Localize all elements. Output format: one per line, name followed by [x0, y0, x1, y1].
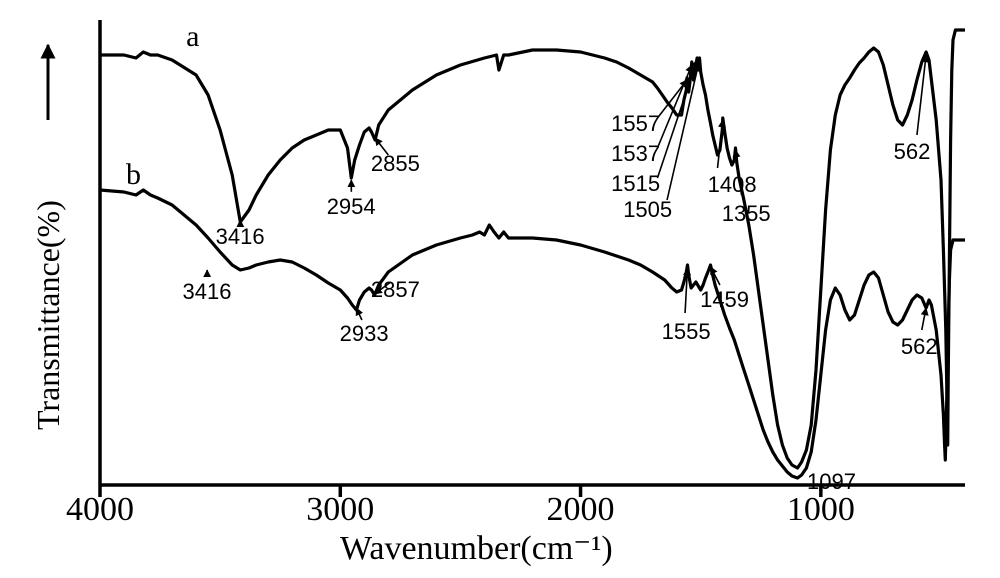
- ftir-chart: Transmittance(%) Wavenumber(cm⁻¹) a b 40…: [0, 0, 1000, 578]
- peak-label: 1505: [623, 197, 672, 223]
- peak-label: 1355: [722, 201, 771, 227]
- peak-label: 1537: [611, 141, 660, 167]
- peak-label: 1408: [708, 172, 757, 198]
- trace-a-label: a: [186, 20, 199, 54]
- x-axis-label: Wavenumber(cm⁻¹): [340, 528, 613, 568]
- peak-label: 562: [894, 139, 931, 165]
- peak-label: 2857: [371, 277, 420, 303]
- peak-label: 3416: [216, 224, 265, 250]
- peak-label: 2954: [327, 194, 376, 220]
- peak-label: 2933: [340, 321, 389, 347]
- peak-label: 1459: [700, 287, 749, 313]
- trace-b-label: b: [126, 158, 141, 192]
- peak-label: 562: [901, 334, 938, 360]
- x-tick-label: 4000: [55, 491, 145, 529]
- x-tick-label: 3000: [295, 491, 385, 529]
- peak-label: 1515: [611, 171, 660, 197]
- peak-label: 3416: [183, 279, 232, 305]
- x-tick-label: 2000: [536, 491, 626, 529]
- peak-label: 1097: [807, 469, 856, 495]
- y-axis-label: Transmittance(%): [30, 200, 67, 430]
- peak-label: 1557: [611, 111, 660, 137]
- x-tick-label: 1000: [776, 491, 866, 529]
- peak-label: 2855: [371, 151, 420, 177]
- peak-label: 1555: [662, 319, 711, 345]
